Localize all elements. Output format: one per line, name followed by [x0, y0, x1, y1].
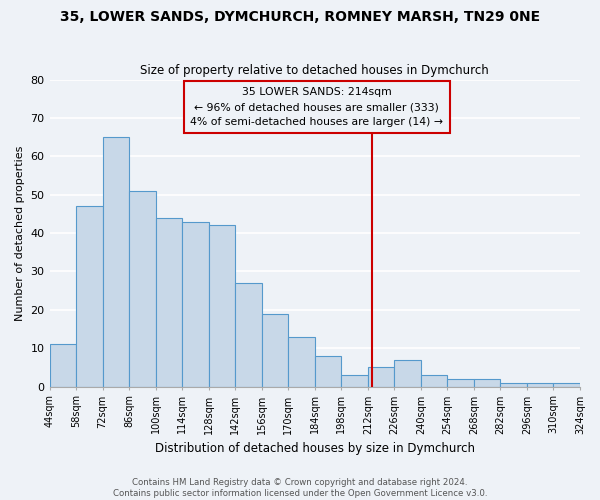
X-axis label: Distribution of detached houses by size in Dymchurch: Distribution of detached houses by size …	[155, 442, 475, 455]
Bar	[421, 375, 448, 386]
Bar	[527, 383, 553, 386]
Bar	[474, 379, 500, 386]
Bar	[368, 368, 394, 386]
Bar	[129, 191, 155, 386]
Bar	[235, 283, 262, 387]
Bar	[448, 379, 474, 386]
Bar	[50, 344, 76, 387]
Bar	[315, 356, 341, 386]
Bar	[182, 222, 209, 386]
Title: Size of property relative to detached houses in Dymchurch: Size of property relative to detached ho…	[140, 64, 489, 77]
Text: 35, LOWER SANDS, DYMCHURCH, ROMNEY MARSH, TN29 0NE: 35, LOWER SANDS, DYMCHURCH, ROMNEY MARSH…	[60, 10, 540, 24]
Y-axis label: Number of detached properties: Number of detached properties	[15, 146, 25, 321]
Text: 35 LOWER SANDS: 214sqm
← 96% of detached houses are smaller (333)
4% of semi-det: 35 LOWER SANDS: 214sqm ← 96% of detached…	[190, 87, 443, 127]
Bar	[341, 375, 368, 386]
Bar	[394, 360, 421, 386]
Bar	[103, 137, 129, 386]
Bar	[288, 336, 315, 386]
Bar	[155, 218, 182, 386]
Bar	[500, 383, 527, 386]
Bar	[76, 206, 103, 386]
Bar	[209, 226, 235, 386]
Bar	[262, 314, 288, 386]
Text: Contains HM Land Registry data © Crown copyright and database right 2024.
Contai: Contains HM Land Registry data © Crown c…	[113, 478, 487, 498]
Bar	[553, 383, 580, 386]
